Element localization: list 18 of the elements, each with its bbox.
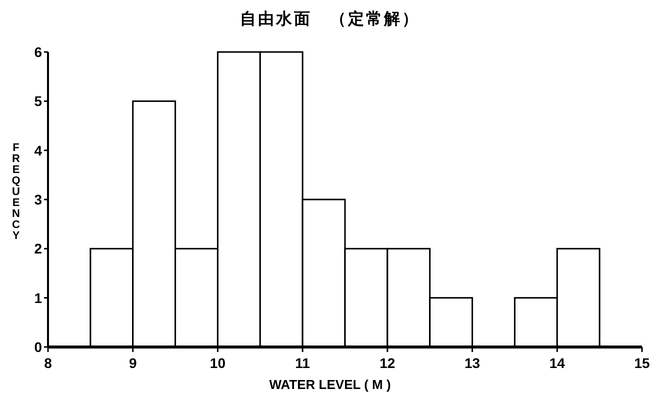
y-tick-label: 1 (34, 290, 42, 306)
x-tick-label: 13 (464, 355, 480, 371)
y-axis-title: FREQUENCY (10, 142, 22, 241)
x-tick-label: 10 (210, 355, 226, 371)
x-tick-label: 12 (380, 355, 396, 371)
x-tick-label: 11 (295, 355, 310, 371)
chart-title: 自由水面 （定常解） (240, 10, 420, 28)
y-tick-label: 0 (34, 339, 42, 355)
y-tick-label: 5 (34, 93, 42, 110)
x-axis-title: WATER LEVEL ( M ) (269, 377, 391, 392)
y-tick-label: 3 (34, 192, 42, 208)
x-tick-label: 9 (128, 355, 137, 371)
y-tick-label: 4 (34, 142, 42, 158)
x-tick-label: 15 (634, 355, 650, 371)
x-tick-label: 14 (549, 355, 566, 371)
x-tick-label: 8 (44, 355, 52, 371)
y-tick-label: 2 (34, 240, 42, 257)
y-tick-label: 6 (34, 44, 42, 60)
